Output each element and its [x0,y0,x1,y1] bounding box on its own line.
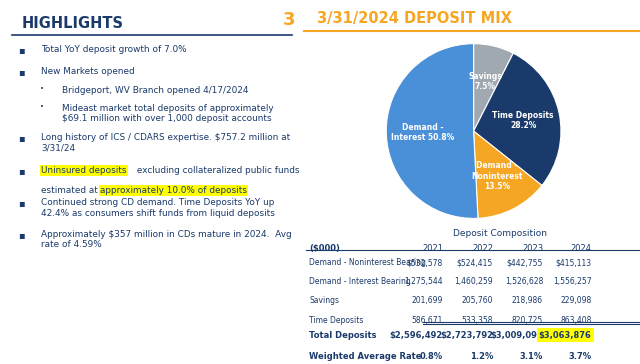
Text: 201,699: 201,699 [412,296,443,305]
Text: ▪: ▪ [18,46,25,55]
Text: $532,578: $532,578 [406,258,443,267]
Text: Continued strong CD demand. Time Deposits YoY up
42.4% as consumers shift funds : Continued strong CD demand. Time Deposit… [41,198,275,218]
Text: $415,113: $415,113 [556,258,591,267]
Text: Time Deposits: Time Deposits [309,316,364,325]
Text: ▪: ▪ [18,166,25,175]
Text: Weighted Average Rate: Weighted Average Rate [309,352,422,361]
Text: 586,671: 586,671 [412,316,443,325]
Text: Demand - Noninterest Bearing: Demand - Noninterest Bearing [309,258,426,267]
Text: estimated at: estimated at [41,186,100,195]
Text: 3: 3 [282,11,295,29]
Wedge shape [474,53,561,185]
Text: Savings
7.5%: Savings 7.5% [468,72,502,91]
Text: approximately 10.0% of deposits: approximately 10.0% of deposits [100,186,247,195]
Text: $524,415: $524,415 [457,258,493,267]
Text: ($000): ($000) [309,244,340,253]
Text: •: • [40,86,44,91]
Text: 218,986: 218,986 [512,296,543,305]
Text: Total YoY deposit growth of 7.0%: Total YoY deposit growth of 7.0% [41,46,187,55]
Text: Mideast market total deposits of approximately
$69.1 million with over 1,000 dep: Mideast market total deposits of approxi… [62,104,274,123]
Wedge shape [474,44,513,131]
Text: $3,063,876: $3,063,876 [539,331,591,340]
Text: 2021: 2021 [422,244,443,253]
Text: •: • [40,104,44,110]
Text: 820,725: 820,725 [512,316,543,325]
Text: 2022: 2022 [472,244,493,253]
Text: Uninsured deposits: Uninsured deposits [41,166,127,175]
Text: Demand -
Interest 50.8%: Demand - Interest 50.8% [391,123,454,142]
Text: HIGHLIGHTS: HIGHLIGHTS [21,16,124,31]
Text: 229,098: 229,098 [560,296,591,305]
Text: $2,596,492: $2,596,492 [390,331,443,340]
Text: 1,556,257: 1,556,257 [553,277,591,286]
Text: Time Deposits
28.2%: Time Deposits 28.2% [492,111,554,130]
Text: New Markets opened: New Markets opened [41,67,134,76]
Text: 1,526,628: 1,526,628 [505,277,543,286]
Text: ▪: ▪ [18,198,25,208]
Text: 3.7%: 3.7% [568,352,591,361]
Text: $3,009,094: $3,009,094 [490,331,543,340]
Text: Deposit Composition: Deposit Composition [452,229,547,238]
Text: 1,460,259: 1,460,259 [454,277,493,286]
Wedge shape [474,131,542,218]
Text: Total Deposits: Total Deposits [309,331,377,340]
Text: Savings: Savings [309,296,339,305]
Text: ▪: ▪ [18,67,25,77]
Text: 533,358: 533,358 [461,316,493,325]
Text: Demand - Interest Bearing: Demand - Interest Bearing [309,277,411,286]
Text: 3.1%: 3.1% [520,352,543,361]
Text: $2,723,792: $2,723,792 [440,331,493,340]
Text: Long history of ICS / CDARS expertise. $757.2 million at
3/31/24: Long history of ICS / CDARS expertise. $… [41,133,291,152]
Text: 3/31/2024 DEPOSIT MIX: 3/31/2024 DEPOSIT MIX [317,11,513,26]
Text: 1.2%: 1.2% [470,352,493,361]
Text: 0.8%: 0.8% [420,352,443,361]
Text: 1,275,544: 1,275,544 [404,277,443,286]
Text: 2024: 2024 [570,244,591,253]
Text: excluding collateralized public funds: excluding collateralized public funds [134,166,300,175]
Text: 205,760: 205,760 [461,296,493,305]
Wedge shape [386,44,478,218]
Text: ▪: ▪ [18,230,25,240]
Text: ▪: ▪ [18,133,25,143]
Text: Bridgeport, WV Branch opened 4/17/2024: Bridgeport, WV Branch opened 4/17/2024 [62,86,249,95]
Text: 863,408: 863,408 [560,316,591,325]
Text: Demand -
Noninterest
13.5%: Demand - Noninterest 13.5% [471,161,522,191]
Text: Approximately $357 million in CDs mature in 2024.  Avg
rate of 4.59%: Approximately $357 million in CDs mature… [41,230,292,249]
Text: $442,755: $442,755 [507,258,543,267]
Text: 2023: 2023 [522,244,543,253]
